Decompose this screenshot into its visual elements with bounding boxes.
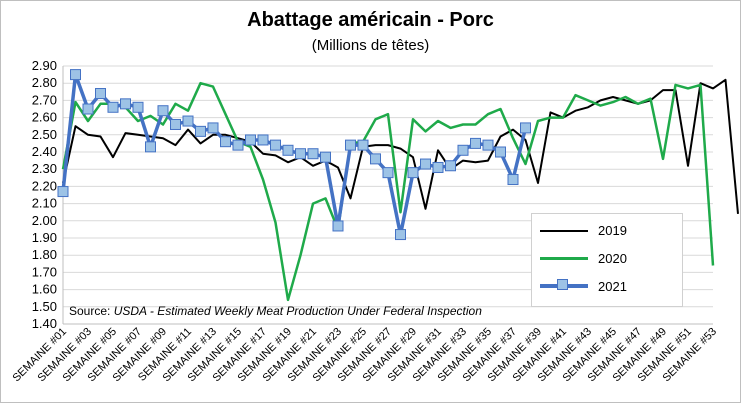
point-2021 xyxy=(82,103,94,115)
point-2021 xyxy=(120,98,131,110)
legend-line-2019 xyxy=(540,230,588,232)
point-2021 xyxy=(320,151,331,163)
point-2021 xyxy=(520,122,531,134)
point-2021 xyxy=(132,101,144,113)
point-2021 xyxy=(370,153,381,165)
point-2021 xyxy=(395,229,406,241)
source-note: Source: USDA - Estimated Weekly Meat Pro… xyxy=(69,304,482,318)
legend-label-2019: 2019 xyxy=(598,223,627,238)
chart-title: Abattage américain - Porc xyxy=(247,9,494,31)
point-2021 xyxy=(107,101,119,113)
y-tick-label: 1.70 xyxy=(32,264,57,279)
y-tick-label: 2.80 xyxy=(32,75,57,90)
y-tick-label: 2.50 xyxy=(32,127,57,142)
point-2021 xyxy=(470,137,481,149)
y-tick-label: 1.50 xyxy=(32,299,57,314)
point-2021 xyxy=(382,167,394,179)
point-2021 xyxy=(70,69,81,81)
point-2021 xyxy=(295,148,306,160)
legend-label-2020: 2020 xyxy=(598,251,627,266)
y-tick-label: 1.60 xyxy=(32,282,57,297)
y-tick-label: 2.90 xyxy=(32,58,57,73)
y-tick-label: 1.80 xyxy=(32,247,57,262)
y-tick-label: 2.60 xyxy=(32,110,57,125)
series-line-2021 xyxy=(61,72,528,237)
point-2021 xyxy=(457,144,469,156)
series-line-2020 xyxy=(61,81,715,302)
point-2021 xyxy=(182,115,194,127)
point-2021 xyxy=(145,141,156,153)
point-2021 xyxy=(282,144,294,156)
point-2021 xyxy=(307,148,319,160)
legend-marker-2021 xyxy=(557,279,568,290)
series-markers xyxy=(57,69,531,241)
point-2021 xyxy=(195,125,206,137)
legend-label-2021: 2021 xyxy=(598,279,627,294)
legend: 2019 2020 2021 xyxy=(531,213,683,307)
point-2021 xyxy=(345,139,356,151)
point-2021 xyxy=(207,122,219,134)
point-2021 xyxy=(432,161,444,173)
point-2021 xyxy=(232,139,244,151)
point-2021 xyxy=(270,139,281,151)
point-2021 xyxy=(220,136,231,148)
legend-line-2020 xyxy=(540,257,588,260)
point-2021 xyxy=(257,134,269,146)
point-2021 xyxy=(170,118,181,130)
point-2021 xyxy=(157,105,169,117)
chart-subtitle: (Millions de têtes) xyxy=(311,37,430,54)
y-tick-label: 2.00 xyxy=(32,213,57,228)
y-tick-label: 2.20 xyxy=(32,178,57,193)
point-2021 xyxy=(445,160,456,172)
point-2021 xyxy=(420,158,431,170)
y-tick-label: 2.30 xyxy=(32,161,57,176)
point-2021 xyxy=(507,174,519,186)
point-2021 xyxy=(407,167,419,179)
legend-item-2021: 2021 xyxy=(538,276,678,298)
point-2021 xyxy=(482,139,494,151)
point-2021 xyxy=(357,139,369,151)
point-2021 xyxy=(332,220,344,232)
point-2021 xyxy=(495,146,506,158)
series-line-2019 xyxy=(62,78,739,214)
legend-item-2020: 2020 xyxy=(538,248,678,270)
point-2021 xyxy=(57,186,69,198)
point-2021 xyxy=(95,88,106,100)
y-tick-label: 2.40 xyxy=(32,144,57,159)
y-axis: 1.40 1.50 1.60 1.70 1.80 1.90 2.00 2.10 2.20 2.30… xyxy=(32,58,57,331)
y-tick-label: 1.40 xyxy=(32,316,57,331)
point-2021 xyxy=(245,134,256,146)
legend-item-2019: 2019 xyxy=(538,220,678,242)
y-tick-label: 1.90 xyxy=(32,230,57,245)
y-tick-label: 2.70 xyxy=(32,92,57,107)
y-tick-label: 2.10 xyxy=(32,196,57,211)
